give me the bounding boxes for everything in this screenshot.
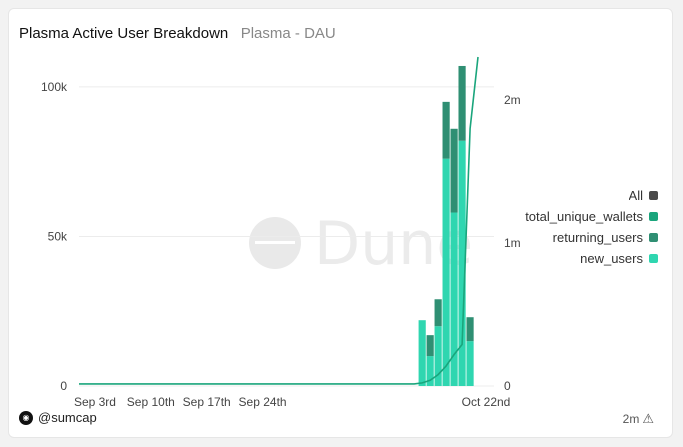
bar-returning_users [442, 101, 450, 159]
chart-subtitle: Plasma - DAU [240, 25, 336, 42]
bar-new_users [418, 320, 426, 386]
y-right-tick-label: 2m [504, 93, 521, 107]
bar-returning_users [466, 317, 474, 342]
x-tick-label: Sep 10th [127, 395, 175, 409]
dune-logo-icon [249, 217, 301, 269]
y-left-tick-label: 0 [60, 379, 67, 393]
y-left-tick-label: 100k [41, 80, 68, 94]
legend-label: returning_users [552, 230, 643, 246]
bar-returning_users [426, 335, 434, 357]
bar-new_users [458, 140, 466, 386]
legend-swatch [649, 212, 658, 222]
chart-header: Plasma Active User Breakdown Plasma - DA… [19, 25, 336, 43]
line-total-unique-wallets [79, 56, 479, 385]
warning-icon: ⚠ [642, 411, 654, 426]
legend-label: total_unique_wallets [525, 209, 643, 225]
chart-card: Plasma Active User Breakdown Plasma - DA… [8, 8, 673, 438]
author-footer[interactable]: ◉ @sumcap [19, 410, 97, 425]
legend-item-total_unique_wallets[interactable]: total_unique_wallets [525, 206, 658, 227]
x-tick-label: Sep 24th [239, 395, 287, 409]
bar-new_users [450, 212, 458, 386]
chart-title: Plasma Active User Breakdown [19, 25, 229, 42]
legend-item-returning_users[interactable]: returning_users [525, 227, 658, 248]
chart-svg: 0 50k 100k 0 1m 2m Sep 3rd Sep 10th Sep 17th Sep … [41, 56, 521, 409]
bar-returning_users [458, 65, 466, 141]
legend-label: new_users [580, 251, 643, 267]
legend-swatch [649, 191, 658, 201]
legend-swatch [649, 254, 658, 264]
legend-swatch [649, 233, 658, 243]
bar-returning_users [434, 299, 442, 327]
author-handle: @sumcap [38, 410, 97, 425]
legend-label: All [628, 188, 643, 204]
bar-returning_users [450, 128, 458, 213]
corner-indicator[interactable]: 2m ⚠ [623, 411, 654, 427]
bar-new_users [466, 341, 474, 386]
y-right-tick-label: 1m [504, 236, 521, 250]
bar-new_users [442, 158, 450, 386]
legend-item-new_users[interactable]: new_users [525, 248, 658, 269]
legend-item-all[interactable]: All [525, 185, 658, 206]
dune-user-icon: ◉ [19, 410, 33, 425]
y-left-tick-label: 50k [48, 229, 68, 243]
x-tick-label: Sep 17th [183, 395, 231, 409]
y-right-tick-label: 0 [504, 379, 511, 393]
corner-label: 2m [622, 412, 640, 426]
x-tick-label: Sep 3rd [74, 395, 116, 409]
x-tick-label: Oct 22nd [462, 395, 511, 409]
bar-new_users [434, 326, 442, 386]
bar-new_users [426, 356, 434, 386]
